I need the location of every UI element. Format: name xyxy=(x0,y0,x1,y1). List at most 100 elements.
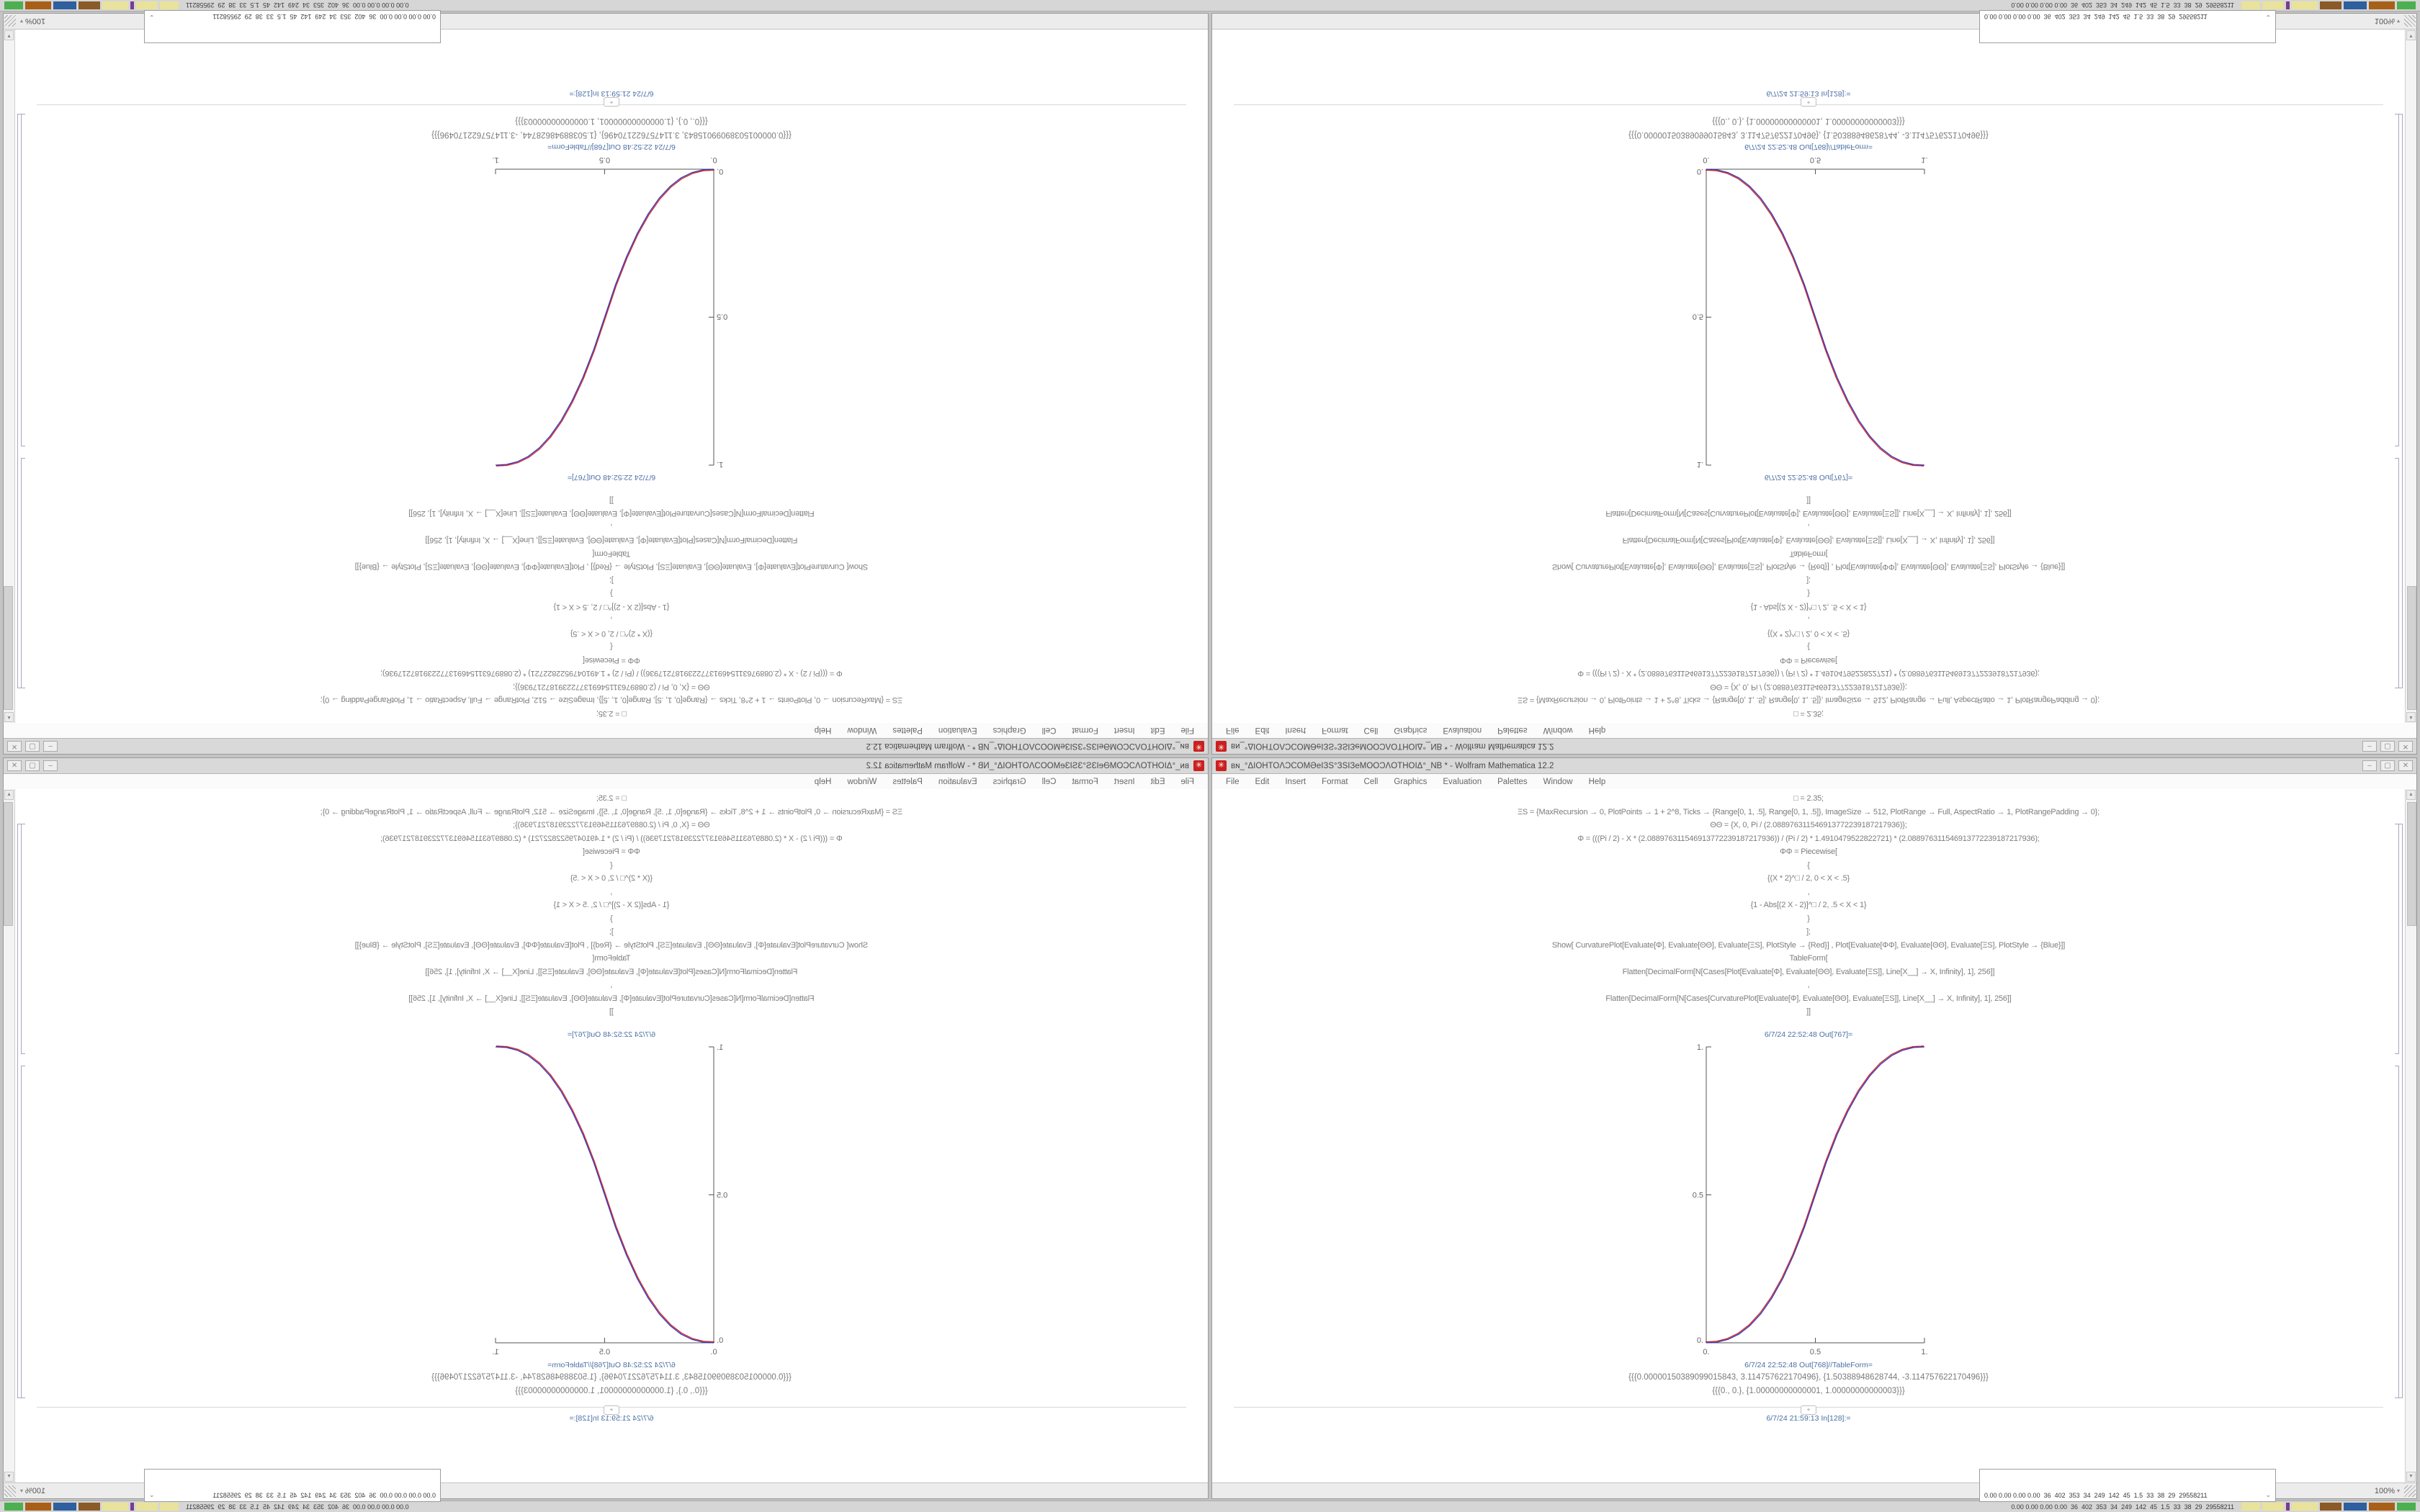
blue-box-icon[interactable] xyxy=(53,1,76,9)
maximize-button[interactable]: ▢ xyxy=(2380,741,2395,752)
input-cell[interactable]: □ = 2.35; ΞS = {MaxRecursion → 0, PlotPo… xyxy=(15,792,1208,1019)
menu-edit[interactable]: Edit xyxy=(1255,726,1270,735)
maximize-button[interactable]: ▢ xyxy=(25,760,40,771)
cell-insert-bar[interactable]: + xyxy=(15,97,1208,110)
menu-insert[interactable]: Insert xyxy=(1285,726,1307,735)
menu-cell[interactable]: Cell xyxy=(1363,777,1379,786)
menu-file[interactable]: File xyxy=(1226,726,1240,735)
cell-insert-bar[interactable]: + xyxy=(1212,1403,2405,1415)
yellow-strip-icon-2[interactable] xyxy=(136,1503,158,1511)
scroll-down-arrow[interactable]: ▼ xyxy=(4,30,14,40)
menu-file[interactable]: File xyxy=(1226,777,1240,786)
yellow-strip-icon[interactable] xyxy=(2241,1,2260,9)
menu-evaluation[interactable]: Evaluation xyxy=(938,777,977,786)
yellow-strip-icon-2[interactable] xyxy=(136,1,158,9)
brown-box-icon[interactable] xyxy=(79,1,100,9)
titlebar[interactable]: ✳ ʙɴ_°ΔIOHTOΛϽCOMӘeIЗS°ЗSIЗeMOOϽΛOTHOIΔ°… xyxy=(4,738,1208,754)
popup-collapse-icon[interactable]: ⌄ xyxy=(149,14,155,21)
cell-group-bracket[interactable] xyxy=(17,824,22,1398)
popup-collapse-icon[interactable]: ⌄ xyxy=(2265,1491,2271,1498)
resize-grip[interactable] xyxy=(4,1485,16,1497)
menu-help[interactable]: Help xyxy=(814,726,832,735)
menu-format[interactable]: Format xyxy=(1072,777,1098,786)
yellow-strip-icon[interactable] xyxy=(160,1503,179,1511)
menu-cell[interactable]: Cell xyxy=(1041,726,1057,735)
purple-dot-icon[interactable] xyxy=(2286,1,2290,9)
brown-box-icon[interactable] xyxy=(79,1503,100,1511)
insert-cell-button[interactable]: + xyxy=(604,97,619,107)
purple-dot-icon[interactable] xyxy=(130,1503,134,1511)
cell-insert-bar[interactable]: + xyxy=(1212,97,2405,110)
menu-format[interactable]: Format xyxy=(1322,726,1348,735)
menu-evaluation[interactable]: Evaluation xyxy=(938,726,977,735)
yellow-strip-icon-2[interactable] xyxy=(2262,1503,2284,1511)
magnification-value[interactable]: 100% xyxy=(2374,17,2395,26)
blue-box-icon[interactable] xyxy=(53,1503,76,1511)
notebook-content[interactable]: □ = 2.35; ΞS = {MaxRecursion → 0, PlotPo… xyxy=(15,789,1208,1482)
green-sparkline-icon[interactable] xyxy=(2397,1,2416,9)
minimize-button[interactable]: – xyxy=(2362,741,2377,752)
minimize-button[interactable]: – xyxy=(43,760,58,771)
menu-insert[interactable]: Insert xyxy=(1113,726,1135,735)
menu-edit[interactable]: Edit xyxy=(1150,726,1165,735)
yellow-strip-icon-3[interactable] xyxy=(102,1503,128,1511)
brown-box-icon[interactable] xyxy=(2320,1503,2341,1511)
green-sparkline-icon[interactable] xyxy=(4,1,23,9)
menu-evaluation[interactable]: Evaluation xyxy=(1443,777,1482,786)
menu-format[interactable]: Format xyxy=(1072,726,1098,735)
menu-graphics[interactable]: Graphics xyxy=(992,777,1026,786)
scroll-up-arrow[interactable]: ▲ xyxy=(4,712,14,722)
minimize-button[interactable]: – xyxy=(2362,760,2377,771)
brown-box-icon[interactable] xyxy=(2320,1,2341,9)
close-button[interactable]: ✕ xyxy=(2398,741,2413,752)
scrollbar-thumb[interactable] xyxy=(2407,802,2416,926)
cell-group-bracket[interactable] xyxy=(2398,114,2403,688)
notebook-content[interactable]: □ = 2.35; ΞS = {MaxRecursion → 0, PlotPo… xyxy=(1212,789,2405,1482)
orange-box-icon[interactable] xyxy=(25,1503,51,1511)
menu-edit[interactable]: Edit xyxy=(1255,777,1270,786)
menu-palettes[interactable]: Palettes xyxy=(892,777,923,786)
menu-evaluation[interactable]: Evaluation xyxy=(1443,726,1482,735)
insert-cell-button[interactable]: + xyxy=(1801,1405,1816,1415)
magnification-value[interactable]: 100% xyxy=(25,17,46,26)
vertical-scrollbar[interactable]: ▲ ▼ xyxy=(4,30,15,723)
menu-file[interactable]: File xyxy=(1180,777,1194,786)
cell-insert-bar[interactable]: + xyxy=(15,1403,1208,1415)
scrollbar-thumb[interactable] xyxy=(4,802,13,926)
input-cell[interactable]: □ = 2.35; ΞS = {MaxRecursion → 0, PlotPo… xyxy=(1212,494,2405,721)
notebook-content[interactable]: □ = 2.35; ΞS = {MaxRecursion → 0, PlotPo… xyxy=(1212,30,2405,723)
menu-graphics[interactable]: Graphics xyxy=(992,726,1026,735)
orange-box-icon[interactable] xyxy=(25,1,51,9)
magnification-dropdown-icon[interactable]: ▾ xyxy=(20,18,24,24)
menu-edit[interactable]: Edit xyxy=(1150,777,1165,786)
yellow-strip-icon[interactable] xyxy=(160,1,179,9)
menu-palettes[interactable]: Palettes xyxy=(892,726,923,735)
blue-box-icon[interactable] xyxy=(2344,1,2367,9)
scroll-down-arrow[interactable]: ▼ xyxy=(2406,1472,2416,1482)
orange-box-icon[interactable] xyxy=(2369,1,2395,9)
menu-graphics[interactable]: Graphics xyxy=(1394,777,1428,786)
scroll-down-arrow[interactable]: ▼ xyxy=(4,1472,14,1482)
insert-cell-button[interactable]: + xyxy=(604,1405,619,1415)
menu-palettes[interactable]: Palettes xyxy=(1497,777,1528,786)
insert-cell-button[interactable]: + xyxy=(1801,97,1816,107)
menu-palettes[interactable]: Palettes xyxy=(1497,726,1528,735)
menu-window[interactable]: Window xyxy=(847,777,877,786)
yellow-strip-icon-3[interactable] xyxy=(2292,1503,2318,1511)
close-button[interactable]: ✕ xyxy=(7,760,22,771)
scroll-up-arrow[interactable]: ▲ xyxy=(2406,712,2416,722)
menu-window[interactable]: Window xyxy=(1543,726,1573,735)
menu-cell[interactable]: Cell xyxy=(1363,726,1379,735)
yellow-strip-icon-3[interactable] xyxy=(102,1,128,9)
maximize-button[interactable]: ▢ xyxy=(25,741,40,752)
resize-grip[interactable] xyxy=(2404,15,2416,27)
cell-group-bracket[interactable] xyxy=(17,114,22,688)
magnification-dropdown-icon[interactable]: ▾ xyxy=(2396,1488,2400,1494)
menu-cell[interactable]: Cell xyxy=(1041,777,1057,786)
titlebar[interactable]: ✳ ʙɴ_°ΔIOHTOΛϽCOMӘeIЗS°ЗSIЗeMOOϽΛOTHOIΔ°… xyxy=(4,758,1208,774)
titlebar[interactable]: ✳ ʙɴ_°ΔIOHTOΛϽCOMӘeIЗS°ЗSIЗeMOOϽΛOTHOIΔ°… xyxy=(1212,758,2416,774)
close-button[interactable]: ✕ xyxy=(2398,760,2413,771)
magnification-dropdown-icon[interactable]: ▾ xyxy=(2396,18,2400,24)
green-sparkline-icon[interactable] xyxy=(2397,1503,2416,1511)
vertical-scrollbar[interactable]: ▲ ▼ xyxy=(2405,30,2416,723)
